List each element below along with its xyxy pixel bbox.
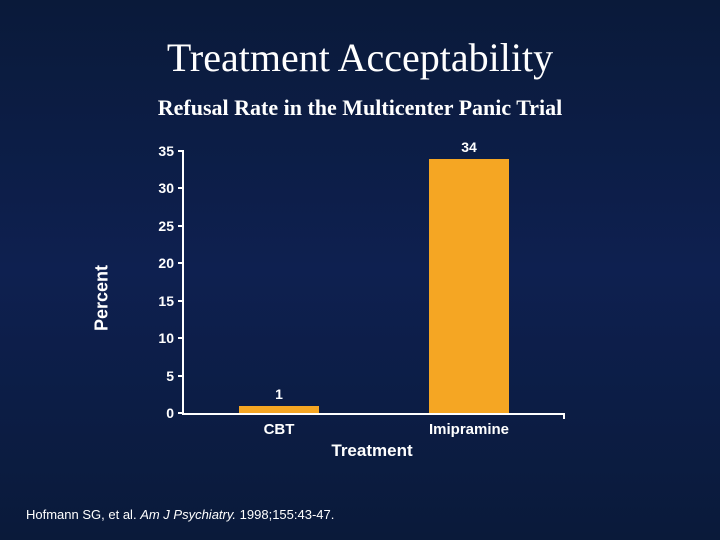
category-label: Imipramine (429, 421, 509, 438)
bar: 1 (239, 406, 319, 413)
slide-subtitle: Refusal Rate in the Multicenter Panic Tr… (0, 95, 720, 121)
plot-area: 051015202530351CBT34Imipramine (182, 151, 564, 415)
y-tick (178, 375, 184, 377)
bar: 34 (429, 159, 509, 414)
y-tick-label: 35 (158, 143, 174, 159)
citation-journal: Am J Psychiatry. (140, 507, 236, 522)
bar-value-label: 1 (275, 386, 283, 402)
y-tick-label: 20 (158, 255, 174, 271)
x-tick (563, 413, 565, 419)
y-tick-label: 15 (158, 293, 174, 309)
category-label: CBT (264, 421, 295, 438)
citation-details: 1998;155:43-47. (240, 507, 335, 522)
y-tick (178, 187, 184, 189)
y-tick (178, 300, 184, 302)
y-tick-label: 30 (158, 180, 174, 196)
bar-value-label: 34 (461, 139, 477, 155)
y-tick-label: 0 (166, 405, 174, 421)
y-tick (178, 150, 184, 152)
y-tick (178, 225, 184, 227)
citation-authors: Hofmann SG, et al. (26, 507, 137, 522)
bar-chart: Percent 051015202530351CBT34Imipramine T… (130, 133, 590, 463)
y-tick-label: 10 (158, 330, 174, 346)
y-tick (178, 412, 184, 414)
y-tick-label: 5 (166, 368, 174, 384)
y-tick (178, 262, 184, 264)
slide-title: Treatment Acceptability (0, 34, 720, 81)
x-axis-label: Treatment (182, 441, 562, 461)
y-tick (178, 337, 184, 339)
y-axis-label: Percent (92, 265, 113, 331)
slide: Treatment Acceptability Refusal Rate in … (0, 0, 720, 540)
citation: Hofmann SG, et al. Am J Psychiatry. 1998… (26, 507, 334, 522)
y-tick-label: 25 (158, 218, 174, 234)
